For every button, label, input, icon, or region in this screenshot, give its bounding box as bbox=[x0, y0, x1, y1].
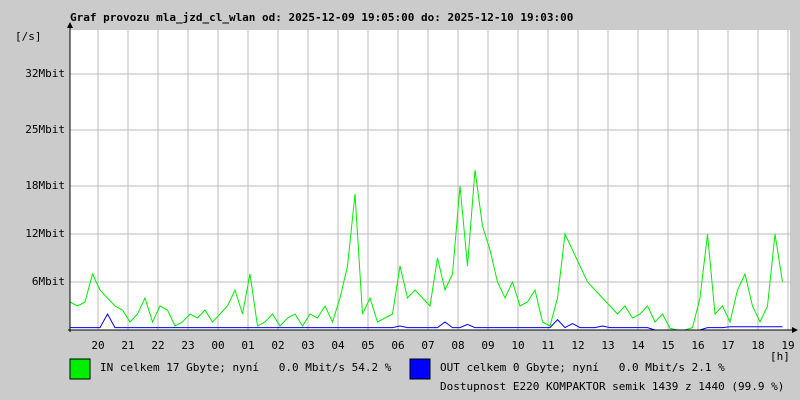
series-line bbox=[69, 169, 783, 331]
annotation: Dostupnost E220 KOMPAKTOR semik 1439 z 1… bbox=[440, 380, 784, 393]
x-tick-label: 09 bbox=[481, 339, 494, 352]
x-tick-label: 15 bbox=[661, 339, 674, 352]
x-tick-label: 23 bbox=[181, 339, 194, 352]
y-tick-label: 25Mbit bbox=[25, 123, 65, 136]
legend-label: OUT celkem 0 Gbyte; nyní 0.0 Mbit/s 2.1 … bbox=[440, 361, 725, 374]
x-tick-label: 08 bbox=[451, 339, 464, 352]
y-tick-label: 12Mbit bbox=[25, 227, 65, 240]
x-tick-label: 21 bbox=[121, 339, 134, 352]
x-tick-label: 12 bbox=[571, 339, 584, 352]
x-tick-label: 18 bbox=[751, 339, 764, 352]
x-tick-label: 13 bbox=[601, 339, 614, 352]
x-tick-label: 02 bbox=[271, 339, 284, 352]
x-tick-label: 03 bbox=[301, 339, 314, 352]
plot-area bbox=[70, 30, 790, 330]
x-tick-label: 06 bbox=[391, 339, 404, 352]
x-axis-label: [h] bbox=[770, 350, 790, 363]
legend-swatch bbox=[409, 358, 431, 380]
y-tick-label: 6Mbit bbox=[32, 275, 65, 288]
x-tick-label: 20 bbox=[91, 339, 104, 352]
x-tick-label: 17 bbox=[721, 339, 734, 352]
legend-label: IN celkem 17 Gbyte; nyní 0.0 Mbit/s 54.2… bbox=[100, 361, 392, 374]
x-tick-label: 19 bbox=[781, 339, 794, 352]
x-tick-label: 01 bbox=[241, 339, 254, 352]
x-tick-label: 07 bbox=[421, 339, 434, 352]
chart-title: Graf provozu mla_jzd_cl_wlan od: 2025-12… bbox=[70, 11, 573, 24]
x-tick-label: 11 bbox=[541, 339, 554, 352]
x-tick-label: 04 bbox=[331, 339, 345, 352]
x-tick-label: 22 bbox=[151, 339, 164, 352]
legend-swatch bbox=[69, 358, 91, 380]
x-tick-label: 10 bbox=[511, 339, 524, 352]
x-axis-arrow bbox=[792, 327, 798, 333]
y-tick-label: 32Mbit bbox=[25, 67, 65, 80]
y-tick-label: 18Mbit bbox=[25, 179, 65, 192]
x-tick-label: 14 bbox=[631, 339, 645, 352]
x-tick-label: 16 bbox=[691, 339, 704, 352]
x-tick-label: 00 bbox=[211, 339, 224, 352]
y-axis-label: [/s] bbox=[15, 30, 42, 43]
y-axis-arrow bbox=[67, 22, 73, 28]
x-tick-label: 05 bbox=[361, 339, 374, 352]
